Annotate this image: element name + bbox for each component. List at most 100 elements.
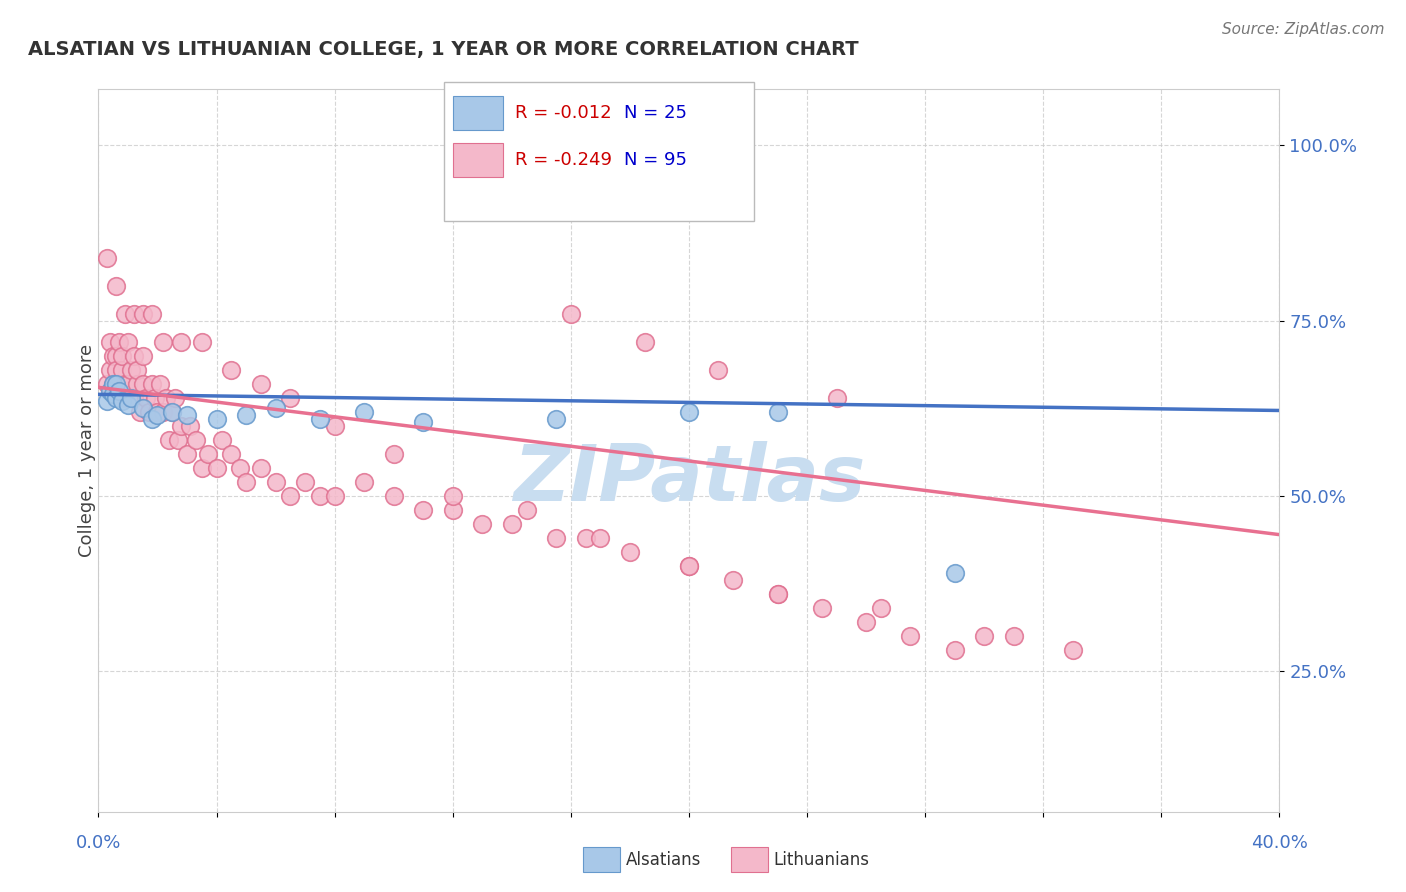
Point xyxy=(157,433,180,447)
Point xyxy=(825,391,848,405)
Text: ZIPatlas: ZIPatlas xyxy=(513,442,865,517)
Point xyxy=(205,412,228,426)
Point xyxy=(135,391,157,405)
Point xyxy=(501,517,523,532)
Point xyxy=(179,418,201,433)
Text: N = 25: N = 25 xyxy=(624,104,688,122)
Point xyxy=(108,334,131,349)
Point xyxy=(132,401,155,416)
Point xyxy=(184,433,207,447)
Point xyxy=(125,363,148,377)
Point xyxy=(973,629,995,643)
Point xyxy=(141,376,163,391)
Point xyxy=(162,405,183,419)
Point xyxy=(221,363,243,377)
Point xyxy=(114,307,136,321)
Point xyxy=(105,363,128,377)
Point xyxy=(152,334,174,349)
Point xyxy=(412,416,434,430)
Text: N = 95: N = 95 xyxy=(624,151,688,169)
Point xyxy=(117,376,139,391)
Point xyxy=(678,559,700,574)
Point xyxy=(170,418,193,433)
Point xyxy=(103,376,125,391)
Point xyxy=(122,391,145,405)
Point xyxy=(98,334,121,349)
Point xyxy=(105,376,128,391)
Point xyxy=(132,307,155,321)
Text: ALSATIAN VS LITHUANIAN COLLEGE, 1 YEAR OR MORE CORRELATION CHART: ALSATIAN VS LITHUANIAN COLLEGE, 1 YEAR O… xyxy=(28,40,859,59)
Point xyxy=(176,447,198,461)
Point xyxy=(229,461,252,475)
Point xyxy=(103,376,125,391)
Point xyxy=(111,363,134,377)
Point xyxy=(105,391,128,405)
Point xyxy=(323,418,346,433)
Text: 40.0%: 40.0% xyxy=(1251,834,1308,852)
Point xyxy=(120,363,142,377)
Point xyxy=(143,391,166,405)
Point xyxy=(146,405,169,419)
Point xyxy=(191,461,214,475)
Y-axis label: College, 1 year or more: College, 1 year or more xyxy=(79,344,96,557)
Point xyxy=(141,412,163,426)
Point xyxy=(264,401,287,416)
Point xyxy=(98,384,121,398)
Point xyxy=(441,489,464,503)
Point xyxy=(176,409,198,423)
Point xyxy=(723,573,745,587)
Point xyxy=(412,503,434,517)
Point xyxy=(96,251,118,265)
Point xyxy=(205,461,228,475)
Point xyxy=(98,363,121,377)
Point xyxy=(149,376,172,391)
Point xyxy=(943,566,966,581)
Point xyxy=(146,409,169,423)
Point xyxy=(103,349,125,363)
Point xyxy=(766,587,789,601)
Text: R = -0.249: R = -0.249 xyxy=(515,151,612,169)
Point xyxy=(162,405,183,419)
Point xyxy=(516,503,538,517)
Point xyxy=(132,349,155,363)
Point xyxy=(191,334,214,349)
Point xyxy=(382,489,405,503)
Point xyxy=(111,349,134,363)
Point xyxy=(546,531,568,545)
Point xyxy=(114,391,136,405)
Point xyxy=(128,405,150,419)
Point xyxy=(546,412,568,426)
Point xyxy=(560,307,582,321)
Point xyxy=(105,349,128,363)
Point xyxy=(125,376,148,391)
Point xyxy=(678,405,700,419)
Point xyxy=(309,489,332,503)
Text: Alsatians: Alsatians xyxy=(626,851,702,869)
Text: Source: ZipAtlas.com: Source: ZipAtlas.com xyxy=(1222,22,1385,37)
Text: 0.0%: 0.0% xyxy=(76,834,121,852)
Point xyxy=(120,391,142,405)
Point xyxy=(167,433,190,447)
Point xyxy=(766,587,789,601)
Point xyxy=(1062,643,1084,657)
Point xyxy=(943,643,966,657)
Point xyxy=(309,412,332,426)
Point xyxy=(141,307,163,321)
Point xyxy=(294,475,316,489)
Point xyxy=(96,376,118,391)
Point xyxy=(707,363,730,377)
Point xyxy=(105,278,128,293)
Point xyxy=(122,307,145,321)
Point xyxy=(132,376,155,391)
Point xyxy=(353,405,375,419)
Point xyxy=(353,475,375,489)
Point xyxy=(766,405,789,419)
Point xyxy=(122,349,145,363)
Point xyxy=(382,447,405,461)
Point xyxy=(170,334,193,349)
Point xyxy=(471,517,494,532)
Point xyxy=(211,433,233,447)
Point xyxy=(870,601,893,615)
Point xyxy=(264,475,287,489)
Point xyxy=(323,489,346,503)
